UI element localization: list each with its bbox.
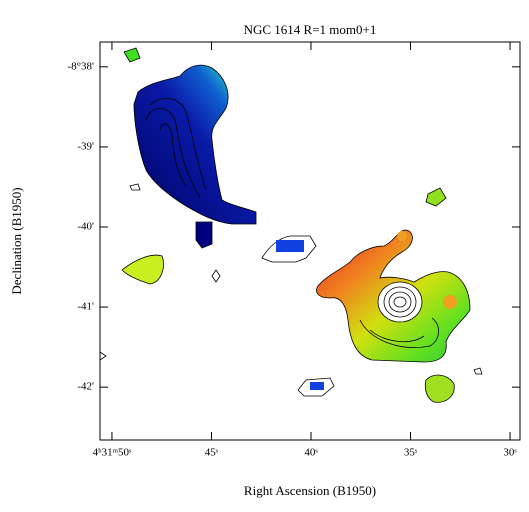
x-tick-label: 45ˢ — [205, 447, 219, 459]
x-tick-label: 40ˢ — [304, 447, 318, 459]
x-tick-label: 30ˢ — [503, 447, 517, 459]
x-axis-label: Right Ascension (B1950) — [244, 483, 376, 498]
plot-frame — [99, 41, 521, 441]
x-tick-label: 35ˢ — [404, 447, 418, 459]
y-tick-label: -42' — [77, 381, 94, 393]
y-axis-label: Declination (B1950) — [9, 187, 24, 294]
chart-title: NGC 1614 R=1 mom0+1 — [244, 22, 377, 37]
y-tick-label: -8°38' — [67, 60, 94, 72]
emission-map — [99, 47, 483, 403]
y-tick-label: -41' — [77, 301, 94, 313]
y-tick-label: -39' — [77, 140, 94, 152]
y-tick-label: -40' — [77, 221, 94, 233]
x-tick-label: 4ʰ31ᵐ50ˢ — [93, 447, 132, 459]
